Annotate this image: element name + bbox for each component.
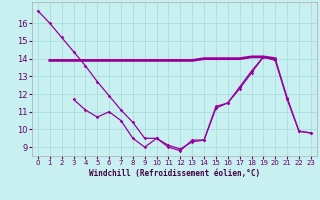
X-axis label: Windchill (Refroidissement éolien,°C): Windchill (Refroidissement éolien,°C) — [89, 169, 260, 178]
